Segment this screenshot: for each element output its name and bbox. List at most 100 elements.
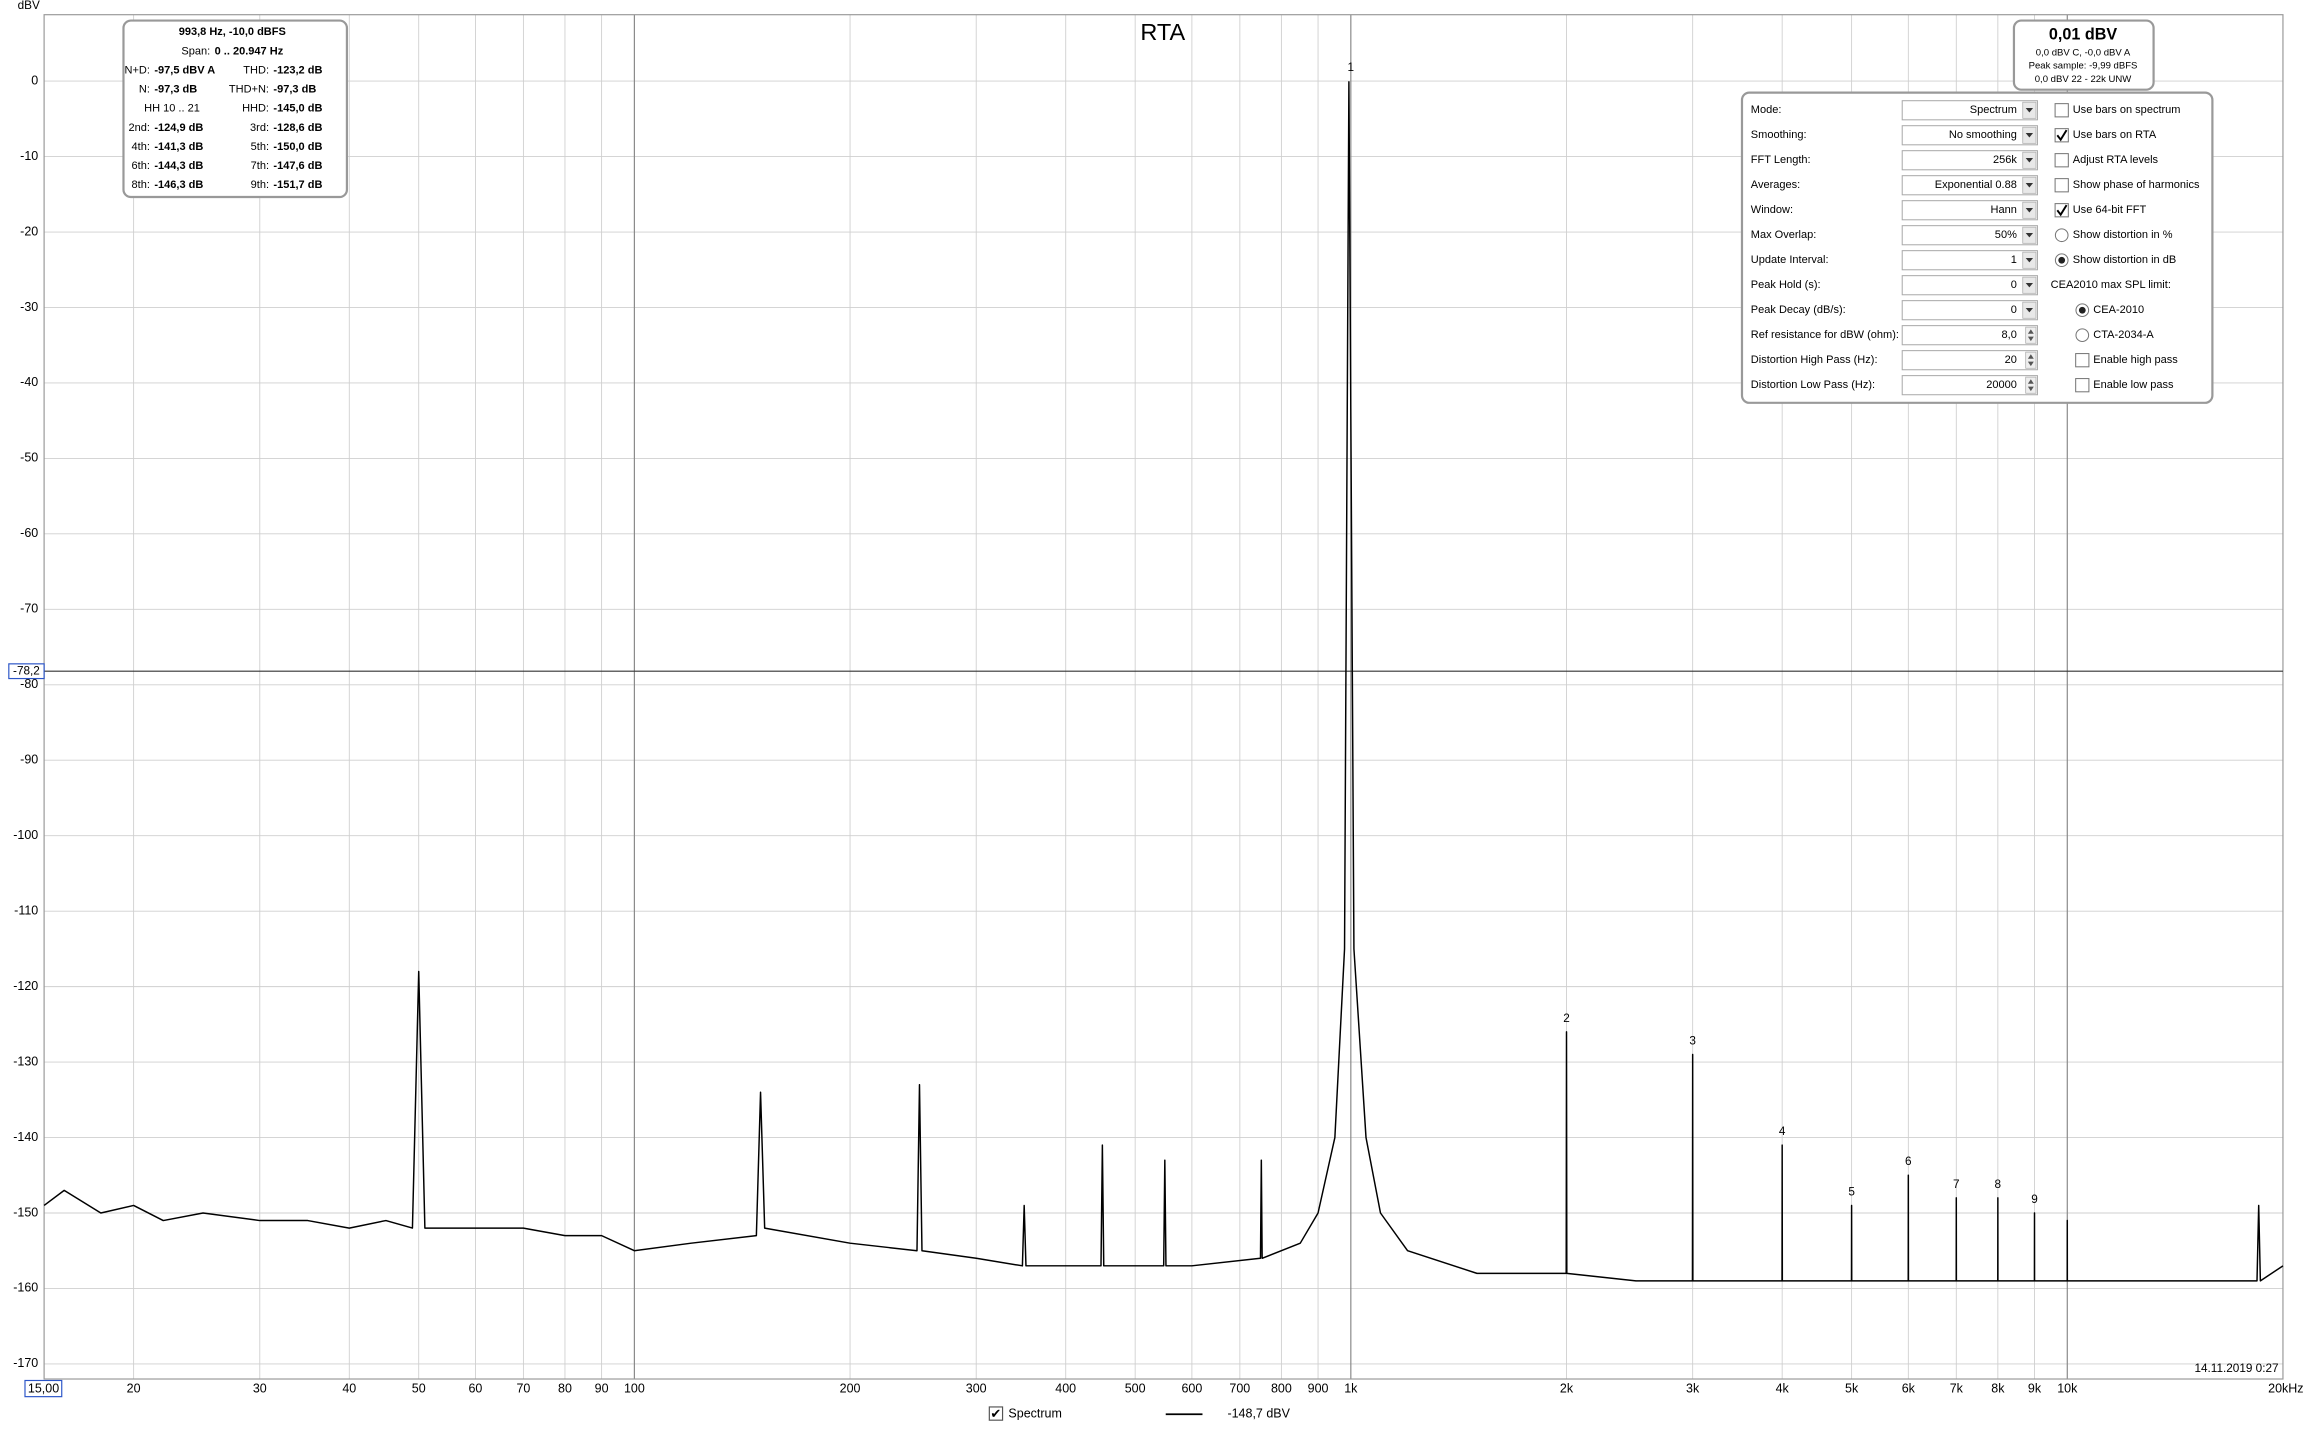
info-value: -150,0 dB (273, 141, 322, 153)
y-tick-label: -110 (14, 903, 38, 917)
info-value: -128,6 dB (273, 122, 322, 134)
setting-value[interactable]: No smoothing (1949, 129, 2017, 141)
setting-field[interactable] (1901, 375, 2038, 396)
setting-label: Averages: (1751, 179, 1800, 191)
setting-field[interactable] (1901, 275, 2038, 296)
x-tick-label: 800 (1271, 1382, 1292, 1396)
x-tick-label: 70 (516, 1382, 530, 1396)
setting-value[interactable]: 50% (1995, 229, 2017, 241)
setting-value[interactable]: Exponential 0.88 (1935, 179, 2017, 191)
cursor-box (8, 663, 45, 680)
setting-value[interactable]: 0 (2011, 279, 2017, 291)
spinner-button[interactable] (2025, 351, 2037, 369)
setting-field[interactable] (1901, 175, 2038, 196)
dropdown-arrow (2025, 208, 2034, 213)
checkbox[interactable] (2054, 103, 2069, 118)
y-tick-label: -160 (13, 1281, 38, 1295)
setting-label: Max Overlap: (1751, 229, 1817, 241)
setting-field[interactable] (1901, 250, 2038, 271)
y-tick-label: -50 (20, 451, 38, 465)
harmonic-marker: 5 (1848, 1185, 1855, 1198)
setting-option[interactable]: Show phase of harmonics (2073, 179, 2200, 191)
setting-field[interactable] (1901, 325, 2038, 346)
radio[interactable] (2075, 328, 2090, 343)
spinner-button[interactable] (2025, 376, 2037, 394)
setting-group-label: CEA2010 max SPL limit: (2051, 279, 2171, 291)
checkbox[interactable] (2054, 178, 2069, 193)
setting-label: Window: (1751, 204, 1793, 216)
setting-label: Update Interval: (1751, 254, 1829, 266)
setting-field[interactable] (1901, 300, 2038, 321)
legend-label[interactable]: Spectrum (1008, 1407, 1061, 1421)
checkbox[interactable] (2054, 153, 2069, 168)
checkmark (2056, 204, 2068, 217)
setting-value[interactable]: 20000 (1986, 379, 2017, 391)
info-value: -97,3 dB (273, 84, 316, 96)
dropdown-arrow (2025, 133, 2034, 138)
dropdown-arrow (2025, 183, 2034, 188)
setting-value[interactable]: Spectrum (1970, 104, 2017, 116)
setting-field[interactable] (1901, 225, 2038, 246)
setting-option[interactable]: Show distortion in dB (2073, 254, 2176, 266)
harmonic-marker: 7 (1953, 1178, 1960, 1191)
setting-field[interactable] (1901, 100, 2038, 121)
setting-label: Ref resistance for dBW (ohm): (1751, 329, 1899, 341)
setting-option[interactable]: Use bars on spectrum (2073, 104, 2181, 116)
setting-option[interactable]: Use 64-bit FFT (2073, 204, 2147, 216)
setting-field[interactable] (1901, 125, 2038, 146)
y-tick-label: -60 (20, 526, 38, 540)
legend-checkmark: ✔ (990, 1406, 1001, 1421)
harmonic-marker: 2 (1563, 1012, 1570, 1025)
x-tick-label: 60 (468, 1382, 482, 1396)
span-label: Span: (181, 45, 210, 57)
x-tick-label: 20kHz (2268, 1382, 2303, 1396)
x-tick-label: 7k (1950, 1382, 1964, 1396)
x-tick-label: 40 (342, 1382, 356, 1396)
setting-option[interactable]: Enable low pass (2093, 379, 2174, 391)
radio[interactable] (2054, 228, 2069, 243)
setting-value[interactable]: Hann (1991, 204, 2017, 216)
harmonic-marker: 8 (1995, 1178, 2002, 1191)
setting-label: FFT Length: (1751, 154, 1811, 166)
setting-label: Distortion Low Pass (Hz): (1751, 379, 1875, 391)
setting-value[interactable]: 0 (2011, 304, 2017, 316)
setting-option[interactable]: Use bars on RTA (2073, 129, 2157, 141)
chart-title: RTA (1140, 19, 1185, 45)
setting-value[interactable]: 8,0 (2002, 329, 2017, 341)
checkbox[interactable] (2075, 353, 2090, 368)
info-label: N: (139, 84, 150, 96)
setting-value[interactable]: 256k (1993, 154, 2017, 166)
x-tick-label: 3k (1686, 1382, 1700, 1396)
info-value: -146,3 dB (154, 179, 203, 191)
setting-field[interactable] (1901, 150, 2038, 171)
spinner-button[interactable] (2025, 326, 2037, 344)
x-tick-label: 90 (595, 1382, 609, 1396)
setting-option[interactable]: Show distortion in % (2073, 229, 2173, 241)
legend: ✔ Spectrum -148,7 dBV (988, 1406, 1291, 1421)
x-tick-label: 300 (966, 1382, 987, 1396)
plot-frame (43, 14, 2284, 1380)
x-tick-label: 5k (1845, 1382, 1859, 1396)
dropdown-arrow (2025, 158, 2034, 163)
setting-value[interactable]: 20 (2005, 354, 2017, 366)
checkbox[interactable] (2075, 378, 2090, 393)
harmonic-marker: 4 (1779, 1125, 1786, 1138)
setting-field[interactable] (1901, 350, 2038, 371)
setting-option[interactable]: CEA-2010 (2093, 304, 2144, 316)
info-value: -151,7 dB (273, 179, 322, 191)
info-label: N+D: (125, 64, 150, 76)
x-tick-label: 30 (253, 1382, 267, 1396)
setting-option[interactable]: Adjust RTA levels (2073, 154, 2159, 166)
setting-field[interactable] (1901, 200, 2038, 221)
dropdown-arrow (2025, 258, 2034, 263)
x-tick-label: 4k (1776, 1382, 1790, 1396)
setting-option[interactable]: Enable high pass (2093, 354, 2178, 366)
legend-checkbox[interactable] (988, 1406, 1004, 1421)
setting-option[interactable]: CTA-2034-A (2093, 329, 2154, 341)
setting-value[interactable]: 1 (2011, 254, 2017, 266)
info-label: 4th: (132, 141, 150, 153)
x-tick-label: 20 (127, 1382, 141, 1396)
level-line: 0,0 dBV 22 - 22k UNW (2035, 74, 2132, 85)
info-value: -144,3 dB (154, 160, 203, 172)
